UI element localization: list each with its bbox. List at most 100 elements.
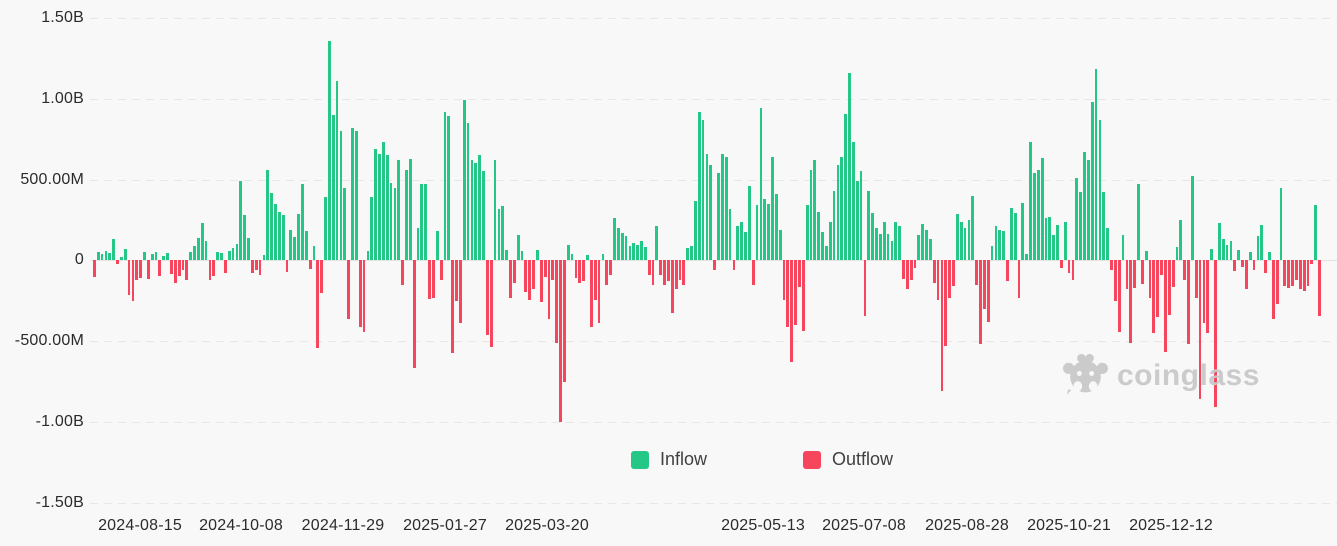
outflow-bar[interactable]: [1113, 260, 1117, 301]
outflow-bar[interactable]: [250, 260, 254, 274]
outflow-bar[interactable]: [751, 260, 755, 286]
inflow-bar[interactable]: [1040, 157, 1044, 261]
inflow-bar[interactable]: [720, 153, 724, 261]
inflow-bar[interactable]: [335, 80, 339, 261]
outflow-bar[interactable]: [401, 260, 404, 285]
outflow-bar[interactable]: [528, 260, 532, 300]
inflow-bar[interactable]: [1314, 204, 1318, 261]
inflow-bar[interactable]: [1044, 217, 1048, 261]
inflow-bar[interactable]: [1179, 219, 1183, 261]
inflow-bar[interactable]: [855, 181, 859, 261]
outflow-bar[interactable]: [258, 260, 262, 275]
inflow-bar[interactable]: [447, 115, 451, 261]
inflow-bar[interactable]: [724, 156, 728, 261]
outflow-bar[interactable]: [1198, 260, 1202, 400]
outflow-bar[interactable]: [170, 260, 173, 275]
outflow-bar[interactable]: [786, 260, 790, 328]
inflow-bar[interactable]: [917, 235, 921, 261]
inflow-bar[interactable]: [848, 72, 851, 261]
outflow-bar[interactable]: [798, 260, 801, 288]
outflow-bar[interactable]: [439, 260, 443, 280]
outflow-bar[interactable]: [593, 260, 597, 300]
outflow-bar[interactable]: [1302, 260, 1306, 292]
inflow-bar[interactable]: [270, 192, 273, 261]
outflow-bar[interactable]: [131, 260, 135, 301]
outflow-bar[interactable]: [1275, 260, 1279, 305]
inflow-bar[interactable]: [686, 248, 690, 261]
outflow-bar[interactable]: [609, 260, 613, 275]
outflow-bar[interactable]: [801, 260, 805, 331]
inflow-bar[interactable]: [150, 253, 154, 261]
inflow-bar[interactable]: [632, 243, 636, 261]
inflow-bar[interactable]: [408, 158, 412, 261]
inflow-bar[interactable]: [405, 169, 408, 261]
inflow-bar[interactable]: [871, 212, 874, 261]
outflow-bar[interactable]: [1129, 260, 1133, 343]
outflow-bar[interactable]: [982, 260, 986, 309]
inflow-bar[interactable]: [836, 165, 840, 261]
outflow-bar[interactable]: [451, 260, 455, 353]
inflow-bar[interactable]: [189, 252, 193, 261]
inflow-bar[interactable]: [1210, 249, 1214, 261]
inflow-bar[interactable]: [354, 131, 358, 261]
inflow-bar[interactable]: [501, 206, 505, 261]
inflow-bar[interactable]: [998, 230, 1002, 261]
inflow-bar[interactable]: [809, 169, 813, 261]
inflow-bar[interactable]: [959, 222, 963, 261]
outflow-bar[interactable]: [936, 260, 940, 300]
outflow-bar[interactable]: [948, 260, 952, 298]
outflow-bar[interactable]: [455, 260, 458, 301]
outflow-bar[interactable]: [589, 260, 593, 327]
inflow-bar[interactable]: [123, 249, 127, 261]
inflow-bar[interactable]: [274, 203, 277, 261]
inflow-bar[interactable]: [994, 226, 998, 261]
inflow-bar[interactable]: [655, 225, 659, 261]
inflow-bar[interactable]: [435, 231, 439, 261]
inflow-bar[interactable]: [204, 241, 208, 261]
inflow-bar[interactable]: [366, 250, 370, 261]
inflow-bar[interactable]: [851, 142, 855, 261]
inflow-bar[interactable]: [813, 160, 817, 261]
outflow-bar[interactable]: [986, 260, 990, 322]
outflow-bar[interactable]: [913, 260, 917, 268]
inflow-bar[interactable]: [328, 40, 331, 261]
inflow-bar[interactable]: [266, 169, 270, 261]
inflow-bar[interactable]: [921, 224, 925, 261]
inflow-bar[interactable]: [1029, 142, 1032, 261]
outflow-bar[interactable]: [173, 260, 177, 284]
inflow-bar[interactable]: [1256, 236, 1260, 261]
inflow-bar[interactable]: [875, 228, 878, 261]
inflow-bar[interactable]: [616, 228, 620, 261]
inflow-bar[interactable]: [216, 251, 220, 261]
outflow-bar[interactable]: [975, 260, 979, 286]
outflow-bar[interactable]: [212, 260, 216, 276]
outflow-bar[interactable]: [559, 260, 562, 423]
inflow-bar[interactable]: [1175, 246, 1179, 261]
outflow-bar[interactable]: [551, 260, 555, 280]
inflow-bar[interactable]: [620, 232, 624, 261]
outflow-bar[interactable]: [732, 260, 736, 271]
outflow-bar[interactable]: [485, 260, 489, 335]
inflow-bar[interactable]: [990, 245, 994, 261]
outflow-bar[interactable]: [1241, 260, 1244, 267]
inflow-bar[interactable]: [1106, 228, 1110, 261]
outflow-bar[interactable]: [358, 260, 362, 327]
outflow-bar[interactable]: [185, 260, 189, 280]
inflow-bar[interactable]: [1052, 234, 1056, 261]
outflow-bar[interactable]: [1071, 260, 1075, 280]
inflow-bar[interactable]: [1083, 152, 1086, 261]
inflow-bar[interactable]: [235, 244, 239, 261]
inflow-bar[interactable]: [1025, 253, 1029, 261]
outflow-bar[interactable]: [1148, 260, 1152, 298]
inflow-bar[interactable]: [690, 245, 693, 261]
inflow-bar[interactable]: [1248, 251, 1252, 261]
inflow-bar[interactable]: [821, 232, 824, 261]
inflow-bar[interactable]: [925, 229, 928, 261]
inflow-bar[interactable]: [1086, 160, 1090, 261]
outflow-bar[interactable]: [1171, 260, 1175, 288]
outflow-bar[interactable]: [320, 260, 324, 293]
outflow-bar[interactable]: [547, 260, 551, 320]
inflow-bar[interactable]: [767, 203, 770, 261]
outflow-bar[interactable]: [116, 260, 119, 265]
inflow-bar[interactable]: [493, 160, 497, 261]
